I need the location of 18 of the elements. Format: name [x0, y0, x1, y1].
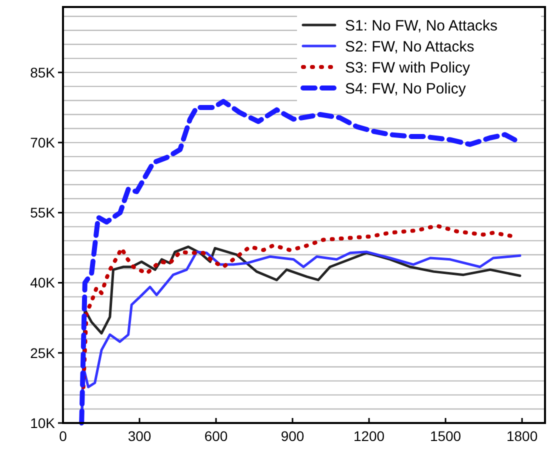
y-tick-label: 25K — [30, 344, 56, 361]
legend-label: S1: No FW, No Attacks — [345, 17, 498, 34]
y-tick-label: 10K — [30, 414, 56, 431]
legend-label: S2: FW, No Attacks — [345, 38, 474, 56]
line-series — [81, 224, 514, 390]
y-tick-label: 70K — [30, 134, 56, 150]
x-tick-label: 900 — [280, 428, 304, 444]
y-tick-label: 40K — [30, 274, 56, 291]
x-tick-label: 300 — [128, 428, 152, 444]
x-tick-label: 1500 — [430, 428, 462, 444]
legend-label: S3: FW with Policy — [345, 59, 471, 76]
x-tick-label: 600 — [204, 428, 228, 444]
y-tick-label: 85K — [30, 64, 56, 80]
x-tick-label: 1200 — [353, 428, 385, 444]
x-tick-label: 0 — [59, 428, 68, 444]
x-tick-label: 1800 — [506, 428, 538, 444]
legend-label: S4: FW, No Policy — [345, 80, 466, 98]
y-tick-label: 55K — [30, 204, 56, 221]
